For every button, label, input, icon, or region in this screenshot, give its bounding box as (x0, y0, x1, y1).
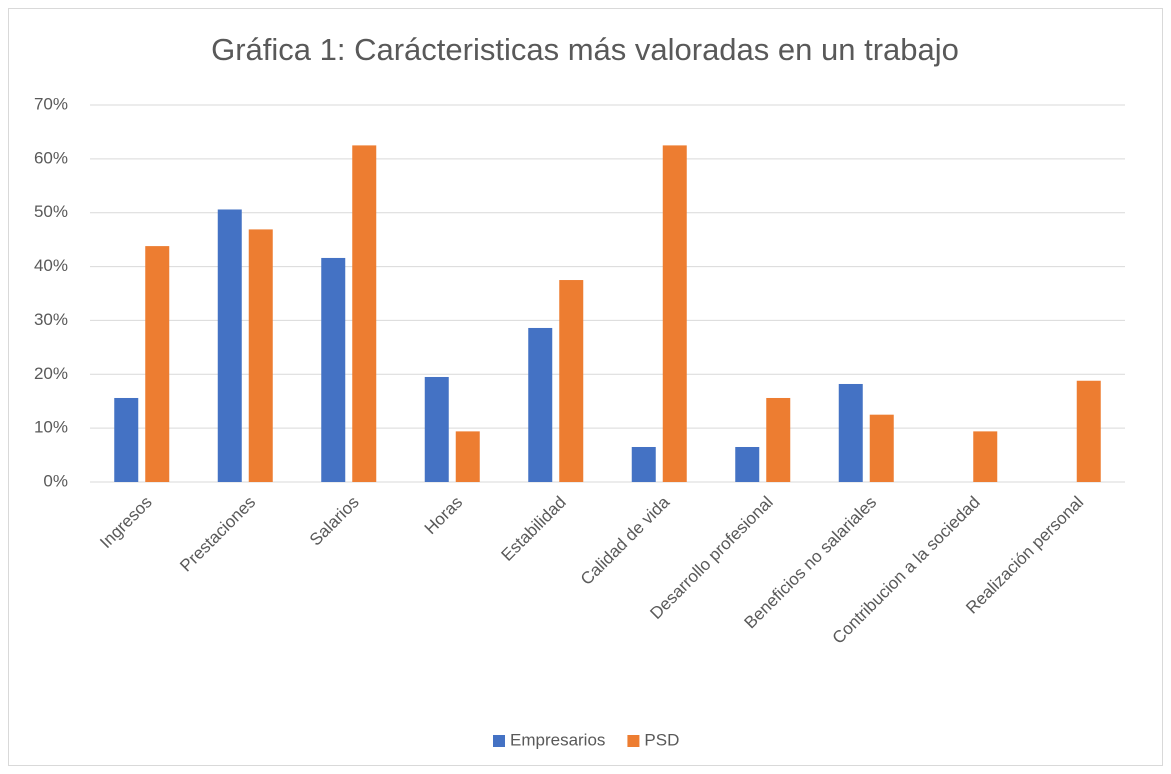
legend-label: PSD (644, 730, 679, 749)
bar (528, 327, 553, 482)
bar (559, 280, 584, 482)
y-tick-label: 20% (34, 364, 68, 383)
chart-border (8, 8, 1163, 766)
bar (321, 257, 346, 482)
bar (973, 431, 998, 482)
chart-title: Gráfica 1: Carácteristicas más valoradas… (211, 32, 959, 67)
bar (114, 397, 139, 482)
bar (766, 397, 791, 482)
bar (145, 246, 170, 482)
y-tick-label: 60% (34, 148, 68, 167)
legend-label: Empresarios (510, 730, 605, 749)
y-tick-label: 10% (34, 418, 68, 437)
bar (1076, 380, 1101, 482)
bar (352, 145, 377, 482)
bar (869, 414, 894, 482)
legend-swatch (627, 735, 640, 747)
y-tick-label: 30% (34, 310, 68, 329)
y-tick-label: 0% (43, 471, 68, 490)
legend-swatch (493, 735, 505, 747)
bar (662, 145, 687, 482)
bar (248, 229, 273, 482)
y-tick-label: 40% (34, 256, 68, 275)
bar (631, 446, 656, 482)
bar (217, 209, 242, 483)
y-tick-label: 70% (34, 94, 68, 113)
bar (735, 446, 760, 482)
bar (455, 431, 480, 482)
bar (424, 376, 449, 482)
y-tick-label: 50% (34, 202, 68, 221)
bar (838, 383, 863, 482)
